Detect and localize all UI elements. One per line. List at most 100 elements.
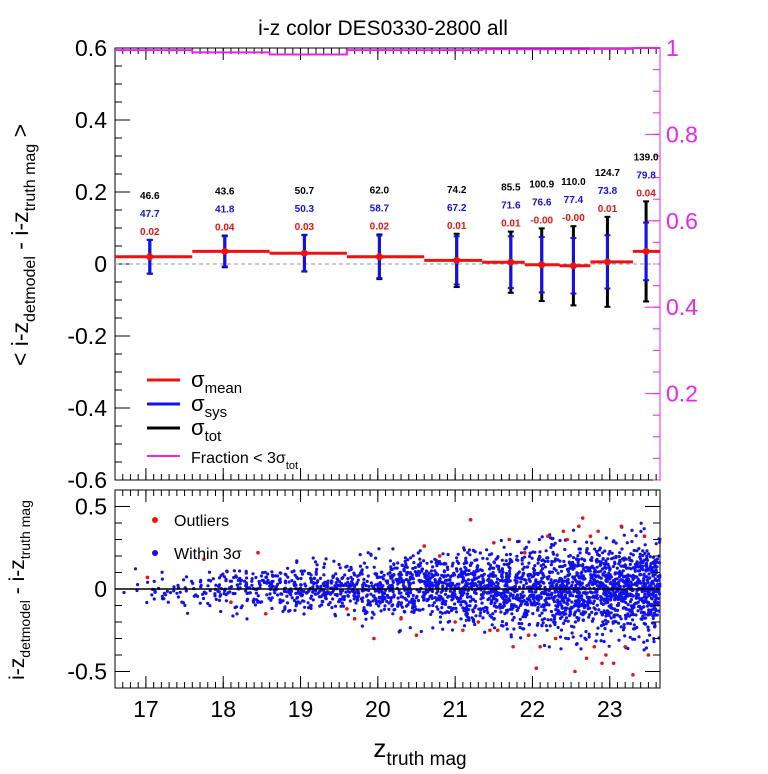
- within-3sigma-point: [485, 548, 489, 552]
- within-3sigma-point: [441, 627, 445, 631]
- within-3sigma-point: [548, 570, 552, 574]
- within-3sigma-point: [304, 584, 308, 588]
- outlier-point: [372, 636, 376, 641]
- outlier-point: [580, 516, 585, 520]
- within-3sigma-point: [468, 604, 472, 608]
- within-3sigma-point: [263, 570, 267, 574]
- within-3sigma-point: [571, 528, 576, 532]
- within-3sigma-point: [494, 574, 498, 578]
- within-3sigma-point: [422, 598, 426, 602]
- within-3sigma-point: [296, 591, 300, 595]
- within-3sigma-point: [358, 564, 363, 568]
- within-3sigma-point: [558, 565, 562, 569]
- within-3sigma-point: [270, 570, 274, 574]
- within-3sigma-point: [397, 591, 401, 595]
- within-3sigma-point: [481, 580, 485, 585]
- within-3sigma-point: [569, 607, 573, 611]
- outlier-point: [229, 600, 233, 604]
- within-3sigma-point: [558, 559, 562, 563]
- within-3sigma-point: [302, 589, 306, 594]
- within-3sigma-point: [234, 605, 239, 609]
- within-3sigma-point: [633, 565, 637, 569]
- within-3sigma-point: [199, 585, 203, 589]
- within-3sigma-point: [487, 596, 491, 601]
- within-3sigma-point: [424, 572, 428, 576]
- within-3sigma-point: [608, 567, 612, 571]
- within-3sigma-point: [315, 563, 319, 567]
- within-3sigma-point: [493, 601, 497, 605]
- within-3sigma-point: [633, 567, 637, 572]
- mean-value-label: -0.00: [530, 215, 553, 226]
- within-3sigma-point: [468, 599, 472, 603]
- within-3sigma-point: [603, 549, 607, 553]
- within-3sigma-point: [166, 600, 170, 604]
- within-3sigma-point: [344, 565, 348, 569]
- within-3sigma-point: [479, 574, 484, 578]
- within-3sigma-point: [351, 577, 355, 581]
- within-3sigma-point: [626, 603, 630, 607]
- within-3sigma-point: [224, 577, 228, 581]
- within-3sigma-point: [317, 590, 321, 594]
- within-3sigma-point: [532, 572, 537, 577]
- within-3sigma-point: [455, 569, 459, 573]
- within-3sigma-point: [547, 575, 551, 579]
- within-3sigma-point: [574, 583, 578, 588]
- within-3sigma-point: [637, 547, 641, 551]
- within-3sigma-point: [457, 599, 461, 604]
- within-3sigma-point: [602, 609, 606, 613]
- within-3sigma-point: [623, 584, 627, 588]
- within-3sigma-point: [368, 603, 372, 607]
- mean-point: [453, 256, 461, 264]
- within-3sigma-point: [642, 621, 646, 626]
- within-3sigma-point: [160, 594, 164, 599]
- within-3sigma-point: [478, 611, 483, 615]
- within-3sigma-point: [431, 565, 435, 569]
- within-3sigma-point: [579, 576, 584, 580]
- within-3sigma-point: [392, 593, 396, 597]
- within-3sigma-point: [645, 595, 649, 599]
- within-3sigma-point: [585, 550, 589, 554]
- within-3sigma-point: [540, 535, 544, 539]
- within-3sigma-point: [547, 596, 551, 601]
- within-3sigma-point: [421, 607, 425, 611]
- within-3sigma-point: [338, 597, 342, 601]
- within-3sigma-point: [385, 599, 389, 604]
- within-3sigma-point: [505, 627, 509, 631]
- within-3sigma-point: [431, 584, 435, 588]
- within-3sigma-point: [278, 598, 282, 602]
- within-3sigma-point: [449, 594, 454, 599]
- within-3sigma-point: [622, 558, 626, 562]
- within-3sigma-point: [604, 559, 608, 563]
- within-3sigma-point: [552, 552, 556, 556]
- within-3sigma-point: [429, 560, 433, 564]
- within-3sigma-point: [498, 570, 502, 574]
- within-3sigma-point: [369, 581, 373, 585]
- within-3sigma-point: [554, 604, 558, 608]
- within-3sigma-point: [601, 620, 605, 624]
- within-3sigma-point: [511, 618, 515, 622]
- mean-point: [507, 258, 515, 266]
- within-3sigma-point: [531, 567, 536, 571]
- within-3sigma-point: [424, 583, 428, 587]
- within-3sigma-point: [592, 599, 596, 603]
- within-3sigma-point: [507, 574, 511, 578]
- within-3sigma-point: [488, 563, 492, 567]
- within-3sigma-point: [565, 580, 569, 584]
- within-3sigma-point: [281, 599, 285, 603]
- within-3sigma-point: [544, 624, 548, 628]
- within-3sigma-point: [634, 534, 638, 538]
- within-3sigma-point: [620, 573, 624, 577]
- within-3sigma-point: [456, 552, 460, 556]
- within-3sigma-point: [567, 598, 571, 602]
- within-3sigma-point: [244, 589, 248, 593]
- within-3sigma-point: [598, 546, 602, 550]
- within-3sigma-point: [474, 614, 478, 618]
- within-3sigma-point: [559, 583, 563, 588]
- within-3sigma-point: [408, 571, 412, 576]
- within-3sigma-point: [270, 596, 274, 600]
- within-3sigma-point: [653, 602, 657, 606]
- within-3sigma-point: [492, 566, 496, 570]
- within-3sigma-point: [620, 578, 625, 582]
- within-3sigma-point: [247, 591, 251, 595]
- within-3sigma-point: [548, 624, 552, 628]
